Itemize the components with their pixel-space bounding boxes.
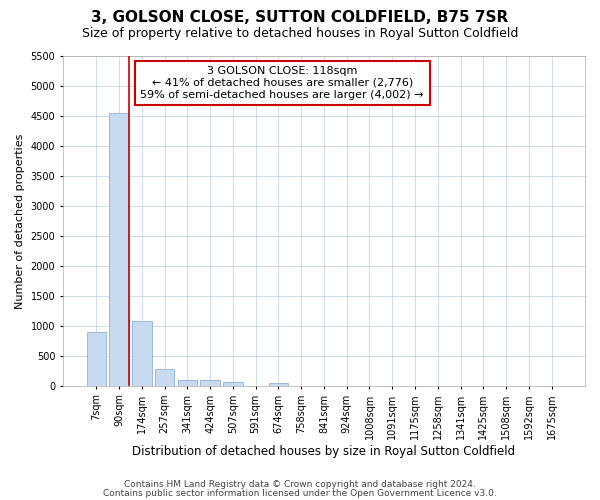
Bar <box>200 380 220 386</box>
Bar <box>86 332 106 386</box>
Y-axis label: Number of detached properties: Number of detached properties <box>15 134 25 309</box>
Text: Contains public sector information licensed under the Open Government Licence v3: Contains public sector information licen… <box>103 488 497 498</box>
Bar <box>132 322 152 386</box>
Text: 3 GOLSON CLOSE: 118sqm
← 41% of detached houses are smaller (2,776)
59% of semi-: 3 GOLSON CLOSE: 118sqm ← 41% of detached… <box>140 66 424 100</box>
Text: Contains HM Land Registry data © Crown copyright and database right 2024.: Contains HM Land Registry data © Crown c… <box>124 480 476 489</box>
X-axis label: Distribution of detached houses by size in Royal Sutton Coldfield: Distribution of detached houses by size … <box>133 444 515 458</box>
Text: Size of property relative to detached houses in Royal Sutton Coldfield: Size of property relative to detached ho… <box>82 28 518 40</box>
Bar <box>109 114 129 386</box>
Bar <box>155 368 175 386</box>
Text: 3, GOLSON CLOSE, SUTTON COLDFIELD, B75 7SR: 3, GOLSON CLOSE, SUTTON COLDFIELD, B75 7… <box>91 10 509 25</box>
Bar <box>269 383 288 386</box>
Bar <box>178 380 197 386</box>
Bar <box>223 382 242 386</box>
